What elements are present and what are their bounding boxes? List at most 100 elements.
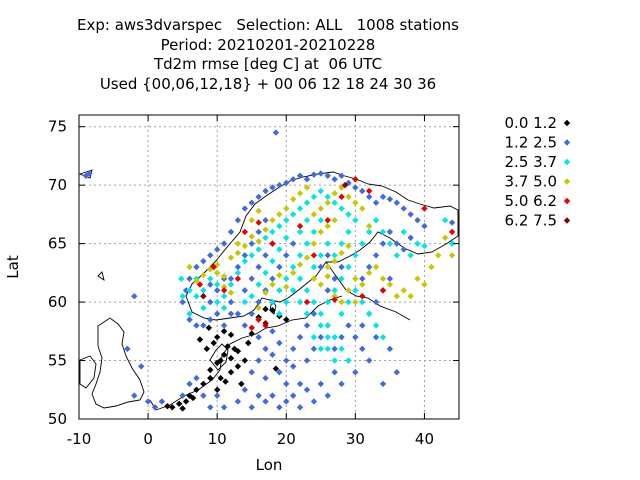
data-point [372,199,380,206]
data-point [200,322,207,329]
data-point [283,380,290,388]
data-point [331,333,338,341]
data-point [407,211,414,218]
data-point [317,380,325,388]
data-point [386,275,394,282]
data-point [182,287,190,294]
data-point [324,217,331,224]
data-point [331,217,338,224]
data-point [196,281,204,288]
title-line-1: Exp: aws3dvarspec Selection: ALL 1008 st… [77,16,459,34]
data-point [245,339,252,347]
data-point [262,319,269,327]
data-point [303,176,311,183]
data-point [262,305,269,313]
data-point [303,386,311,393]
legend-marker [563,178,571,185]
legend-label: 1.2 2.5 [505,134,557,152]
data-point [200,293,207,300]
data-point [296,222,304,230]
data-point [241,205,249,212]
data-point [324,222,331,230]
data-point [324,240,331,247]
data-point [213,386,221,393]
data-point [222,378,229,385]
data-point [414,240,421,247]
data-point [227,355,235,362]
data-point [338,184,345,191]
data-point [227,275,235,282]
data-point [82,172,90,179]
data-point [324,322,331,329]
data-point [164,402,171,410]
data-point [276,287,283,294]
data-point [303,287,311,294]
data-point [435,252,442,259]
data-point [393,240,401,247]
data-point [178,275,185,282]
data-point [213,333,221,341]
data-point [324,252,331,259]
data-point [448,252,456,259]
x-tick-label: 10 [208,430,227,448]
data-point [331,369,338,376]
data-point [227,369,235,376]
data-point [379,380,387,388]
data-point [179,392,186,399]
data-point [365,222,373,230]
data-point [310,333,318,341]
data-point [144,398,152,405]
data-point [421,205,428,212]
x-tick-labels: -10 0 10 20 30 40 [67,430,434,448]
data-point [283,205,290,212]
data-points [82,129,456,412]
data-point [269,228,276,236]
data-point [317,205,325,212]
data-point [227,254,235,261]
data-point [227,298,235,306]
data-point [200,380,207,388]
data-point [269,257,276,265]
legend-marker [563,197,571,205]
data-point [248,233,255,240]
data-point [248,330,255,337]
data-point [289,176,297,183]
data-point [200,257,207,265]
data-point [400,205,407,212]
data-point [331,257,338,265]
data-point [283,398,290,405]
data-point [310,171,318,178]
data-point [393,293,401,300]
data-point [276,271,283,279]
data-point [289,392,297,399]
data-point [224,343,231,350]
data-point [283,283,290,291]
data-point [262,217,269,224]
data-point [372,322,380,329]
data-point [220,273,228,280]
data-point [193,374,200,382]
data-point [310,310,318,317]
data-point [310,275,318,282]
data-point [255,238,262,245]
data-point [207,298,214,306]
data-point [331,296,338,303]
data-point [220,322,228,329]
data-point [131,392,138,399]
y-tick-label: 75 [48,118,67,136]
title-line-2: Period: 20210201-20210228 [160,35,376,54]
data-point [255,281,262,288]
data-point [317,252,325,259]
data-point [200,392,207,399]
data-point [352,199,359,206]
legend-label: 6.2 7.5 [505,212,557,230]
data-point [289,240,297,247]
coast-baltic-east [325,261,411,321]
data-point [248,310,255,317]
data-point [234,363,242,370]
x-tick-label: 20 [277,430,296,448]
data-point [234,347,242,355]
data-point [289,345,297,353]
data-point [213,246,221,253]
data-point [338,380,345,388]
